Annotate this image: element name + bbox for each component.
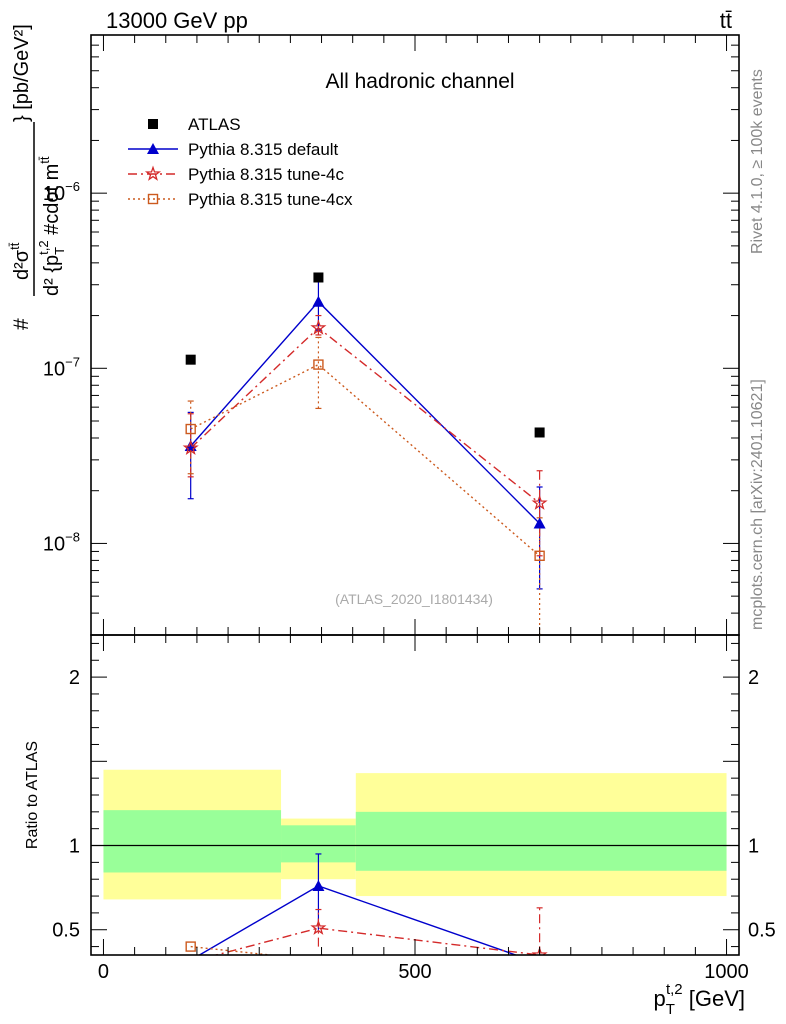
ratio-y-tick-label-left: 0.5 xyxy=(52,920,80,942)
rivet-label: Rivet 4.1.0, ≥ 100k events xyxy=(749,69,766,254)
ratio-point xyxy=(185,941,196,952)
ylabel-denominator-tail-sup: tt̄ xyxy=(37,156,52,164)
ratio-series xyxy=(185,853,548,955)
ratio-line-Pythia 8.315 tune-4cx xyxy=(190,945,277,955)
xlabel-unit: [GeV] xyxy=(683,986,745,1011)
ylabel-unit: } [pb/GeV²] xyxy=(11,24,33,122)
data-point xyxy=(313,359,324,370)
ratio-frame xyxy=(90,634,740,956)
y-tick-label: 10−7 xyxy=(43,354,80,380)
ylabel-hash: # xyxy=(10,318,33,330)
xlabel-sup: t,2 xyxy=(666,981,683,998)
main-markers xyxy=(182,272,548,561)
y-tick-label: 10−8 xyxy=(43,529,80,555)
header-process-label: tt̄ xyxy=(720,8,732,33)
svg-text:#: # xyxy=(10,318,33,330)
svg-text:d²σtt̄: d²σtt̄ xyxy=(7,242,33,280)
y-tick-label: 10−6 xyxy=(43,179,80,205)
x-tick-label: 500 xyxy=(398,961,431,983)
data-point xyxy=(534,550,545,561)
ratio-tick-labels: 0.5 0.5 1 1 2 2 0 500 1000 xyxy=(52,667,776,983)
x-tick-label: 0 xyxy=(98,961,109,983)
ratio-error-bars xyxy=(315,853,543,955)
ratio-bands xyxy=(103,769,727,900)
data-point xyxy=(310,319,327,335)
data-point xyxy=(182,439,199,456)
main-y-axis-label: # d²σtt̄ d² {pTt,2 #cdot mtt̄ } [pb/GeV²… xyxy=(7,24,67,330)
main-title: All hadronic channel xyxy=(325,70,514,93)
main-series-lines xyxy=(190,300,541,557)
data-point xyxy=(533,517,546,529)
legend-marker xyxy=(148,119,158,129)
ylabel-denominator-tail: #cdot m xyxy=(41,164,63,241)
ratio-band-green xyxy=(355,811,727,871)
x-axis-label: pTt,2 [GeV] xyxy=(654,981,745,1018)
ratio-y-tick-label-left: 1 xyxy=(69,836,80,858)
ratio-ticks xyxy=(91,635,739,955)
series-line-Pythia 8.315 default xyxy=(190,300,541,524)
mcplots-label: mcplots.cern.ch [arXiv:2401.10621] xyxy=(749,379,766,630)
analysis-watermark: (ATLAS_2020_I1801434) xyxy=(335,591,493,607)
ratio-y-tick-label-right: 0.5 xyxy=(748,920,776,942)
main-plot: 10−6 10−7 10−8 All hadronic channel (ATLAS… xyxy=(7,24,740,636)
ratio-series-lines xyxy=(190,885,540,955)
main-error-bars xyxy=(187,279,543,636)
ratio-point xyxy=(310,919,327,935)
ratio-band-green xyxy=(103,810,282,873)
legend-label: Pythia 8.315 default xyxy=(188,140,339,159)
ylabel-numerator-sup: tt̄ xyxy=(7,242,22,250)
legend: ATLAS Pythia 8.315 default Pythia 8.315 tu… xyxy=(128,115,353,209)
ratio-y-tick-label-right: 1 xyxy=(748,836,759,858)
data-point xyxy=(185,354,196,365)
main-y-tick-labels: 10−6 10−7 10−8 xyxy=(43,179,80,555)
data-point xyxy=(312,295,325,307)
header-energy-label: 13000 GeV pp xyxy=(106,8,248,33)
data-point xyxy=(534,427,545,438)
legend-marker xyxy=(147,193,159,205)
ratio-plot: 0.5 0.5 1 1 2 2 0 500 1000 Ratio to ATLAS pTt,2 … xyxy=(24,634,776,1018)
ylabel-denominator-sub: T xyxy=(52,247,67,255)
data-point xyxy=(313,272,324,283)
legend-marker xyxy=(144,165,162,181)
xlabel-main: p xyxy=(654,986,666,1011)
main-ticks xyxy=(91,34,739,636)
ratio-y-axis-label: Ratio to ATLAS xyxy=(24,741,41,849)
ylabel-numerator: d²σ xyxy=(11,249,33,280)
legend-label: ATLAS xyxy=(188,115,241,134)
x-tick-label: 1000 xyxy=(704,961,749,983)
ratio-markers xyxy=(185,879,548,955)
svg-text:d² {pTt,2 #cdot mtt̄: d² {pTt,2 #cdot mtt̄ xyxy=(36,156,67,296)
ratio-point xyxy=(312,879,325,891)
xlabel-sub: T xyxy=(666,1001,675,1018)
ratio-line-Pythia 8.315 tune-4c xyxy=(213,927,540,955)
ratio-point xyxy=(531,946,548,955)
svg-text:} [pb/GeV²]: } [pb/GeV²] xyxy=(11,24,33,122)
legend-marker xyxy=(147,143,159,154)
data-point xyxy=(185,423,196,435)
ylabel-denominator-sup: t,2 xyxy=(36,240,51,254)
ylabel-denominator: d² {p xyxy=(41,255,63,296)
series-line-Pythia 8.315 tune-4c xyxy=(190,326,541,504)
legend-label: Pythia 8.315 tune-4cx xyxy=(188,190,353,209)
legend-label: Pythia 8.315 tune-4c xyxy=(188,165,344,184)
ratio-y-tick-label-left: 2 xyxy=(69,667,80,689)
ratio-y-tick-label-right: 2 xyxy=(748,667,759,689)
series-line-Pythia 8.315 tune-4cx xyxy=(190,363,541,557)
data-point xyxy=(531,494,548,510)
